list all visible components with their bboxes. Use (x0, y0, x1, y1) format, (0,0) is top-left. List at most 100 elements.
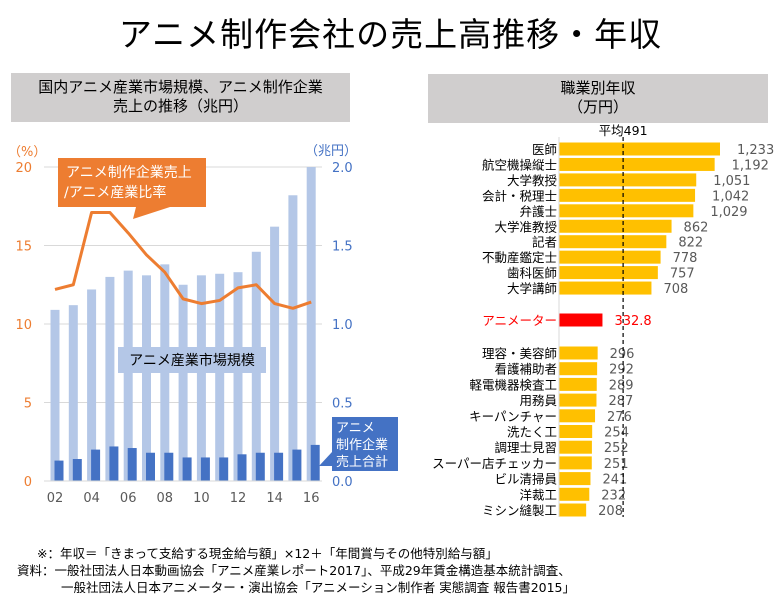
company-sales-bar (146, 452, 155, 481)
left-axis-tick-label: 5 (24, 397, 32, 412)
income-value-label: 822 (678, 236, 703, 251)
income-bar (559, 472, 591, 486)
x-axis-tick-label: 16 (303, 491, 320, 506)
left-header-line2: 売上の推移（兆円） (112, 97, 248, 115)
income-bar (559, 440, 592, 454)
note-source-2: 一般社団法人日本アニメーター・演出協会「アニメーション制作者 実態調査 報告書2… (61, 580, 576, 595)
occupation-label: 洋裁工 (519, 487, 557, 502)
x-axis-tick-label: 14 (266, 491, 283, 506)
income-bar (559, 377, 597, 391)
market-size-bar (288, 195, 298, 481)
income-value-label: 1,233 (737, 143, 774, 158)
company-sales-bar (54, 460, 64, 481)
income-value-label: 232 (601, 488, 626, 503)
occupation-label: 用務員 (519, 393, 557, 408)
company-sales-bar (182, 457, 192, 481)
company-sales-bar (200, 457, 210, 481)
income-bar (559, 250, 661, 264)
income-bar (559, 204, 694, 218)
occupation-label: 軽電機器検査工 (469, 377, 557, 392)
company-callout-line1: アニメ (336, 421, 375, 436)
market-size-bar (233, 272, 243, 481)
company-callout-pointer (319, 452, 332, 466)
income-value-label: 252 (604, 441, 629, 456)
company-sales-bar (109, 446, 119, 481)
x-axis-tick-label: 06 (120, 491, 137, 506)
right-axis-tick-label: 0.0 (332, 475, 353, 490)
market-size-bar (50, 309, 60, 481)
income-bar (559, 219, 672, 233)
ratio-callout-line2: /アニメ産業比率 (64, 184, 166, 201)
right-axis-unit-label: （兆円） (305, 144, 357, 159)
income-value-label: 208 (598, 504, 623, 519)
left-axis-tick-label: 10 (15, 318, 32, 333)
company-sales-bar (310, 444, 320, 481)
right-axis-tick-label: 1.0 (332, 318, 353, 333)
right-panel-header: 職業別年収 （万円） (428, 74, 768, 123)
left-panel-header: 国内アニメ産業市場規模、アニメ制作企業 売上の推移（兆円） (11, 73, 350, 122)
company-sales-bar (127, 448, 137, 481)
occupation-label: ビル清掃員 (494, 472, 557, 487)
market-size-bar (105, 276, 115, 481)
income-bar (559, 362, 598, 376)
income-value-label: 289 (609, 378, 634, 393)
company-sales-bar (274, 452, 284, 481)
income-bar (559, 393, 597, 407)
income-bar (559, 188, 696, 202)
occupation-label: 調理士見習 (494, 440, 557, 455)
company-sales-bar (292, 449, 302, 481)
x-axis-tick-label: 12 (230, 491, 247, 506)
income-value-label: 862 (684, 220, 709, 235)
x-axis-tick-label: 10 (193, 491, 210, 506)
income-value-label: 757 (670, 267, 695, 282)
right-axis-tick-label: 2.0 (332, 161, 353, 176)
market-size-bar (270, 226, 280, 481)
occupation-label: 看護補助者 (494, 362, 557, 377)
company-sales-bar (164, 452, 174, 481)
market-label: アニメ産業市場規模 (129, 352, 255, 369)
income-value-label: 241 (602, 473, 627, 488)
x-axis-tick-label: 04 (83, 491, 100, 506)
left-axis-tick-label: 20 (15, 161, 32, 176)
company-sales-bar (219, 457, 229, 481)
occupation-label: 歯科医師 (507, 266, 557, 281)
company-sales-bar (237, 454, 247, 481)
income-bar (559, 142, 720, 156)
market-sales-chart: 0 5 10 15 20 0.0 0.5 1.0 1.5 2.0 （%） （兆円） 02 04 06 08 10… (8, 144, 398, 506)
note-source-1: 資料：一般社団法人日本動画協会「アニメ産業レポート2017」、平成29年賃金構造… (17, 563, 571, 578)
company-callout-box (332, 417, 398, 471)
right-header-line2: （万円） (567, 98, 628, 116)
income-bar (559, 173, 697, 187)
income-value-label: 708 (663, 282, 688, 297)
company-sales-bar (255, 452, 265, 481)
ratio-callout-box (58, 158, 206, 207)
occupation-label: 大学准教授 (494, 219, 557, 234)
right-header-line1: 職業別年収 (560, 79, 636, 97)
market-size-bar (196, 275, 206, 481)
market-size-bar (87, 289, 97, 481)
market-size-bar (68, 305, 78, 481)
average-label: 平均491 (599, 123, 648, 138)
left-axis-unit-label: （%） (8, 145, 46, 160)
animator-bar (559, 313, 603, 327)
occupation-label: 不動産鑑定士 (482, 250, 557, 265)
market-label-box (118, 347, 266, 373)
ratio-callout-line1: アニメ制作企業売上 (66, 164, 192, 181)
ratio-callout-pointer (133, 207, 170, 219)
occupation-label: ミシン縫製工 (482, 503, 557, 518)
note-formula: ※：年収＝「きまって支給する現金給与額」×12＋「年間賞与その他特別給与額」 (37, 546, 498, 561)
income-bar (559, 409, 596, 423)
occupation-label: 弁護士 (519, 204, 557, 219)
income-value-label: 276 (607, 410, 632, 425)
income-value-label: 1,042 (712, 189, 749, 204)
income-bar (559, 425, 593, 438)
occupation-label: 会計・税理士 (482, 188, 557, 203)
occupation-income-chart: 医師 1,233 航空機操縦士 1,192 大学教授 1,051 会計・税理士 1,042 弁護… (432, 123, 774, 519)
income-value-label: 1,051 (713, 174, 750, 189)
occupation-label: 洗たく工 (507, 425, 557, 440)
income-value-label: 296 (610, 347, 635, 362)
income-bar (559, 487, 590, 501)
x-axis-tick-label: 08 (157, 491, 174, 506)
left-axis-tick-label: 0 (24, 475, 32, 490)
market-size-bar (142, 275, 151, 481)
